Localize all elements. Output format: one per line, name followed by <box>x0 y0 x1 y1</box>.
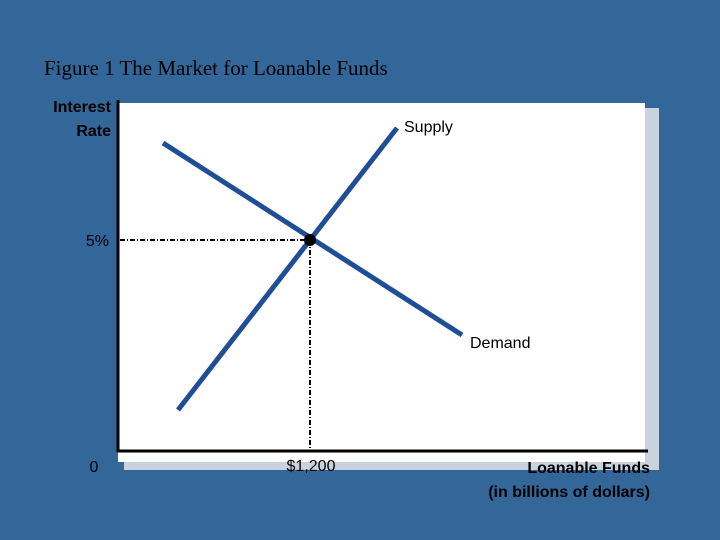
demand-label: Demand <box>470 335 530 352</box>
y-axis-label: Interest <box>53 99 111 116</box>
y-axis-label: Rate <box>76 123 111 140</box>
x-axis-label: Loanable Funds <box>527 460 650 477</box>
supply-label: Supply <box>404 119 453 136</box>
equilibrium-point <box>304 234 316 246</box>
supply-curve <box>176 126 399 412</box>
title: Figure 1 The Market for Loanable Funds <box>44 56 388 80</box>
origin-label: 0 <box>90 459 99 476</box>
rate-label: 5% <box>86 233 109 250</box>
quantity-label: $1,200 <box>287 458 336 475</box>
x-axis-label: (in billions of dollars) <box>488 484 650 501</box>
